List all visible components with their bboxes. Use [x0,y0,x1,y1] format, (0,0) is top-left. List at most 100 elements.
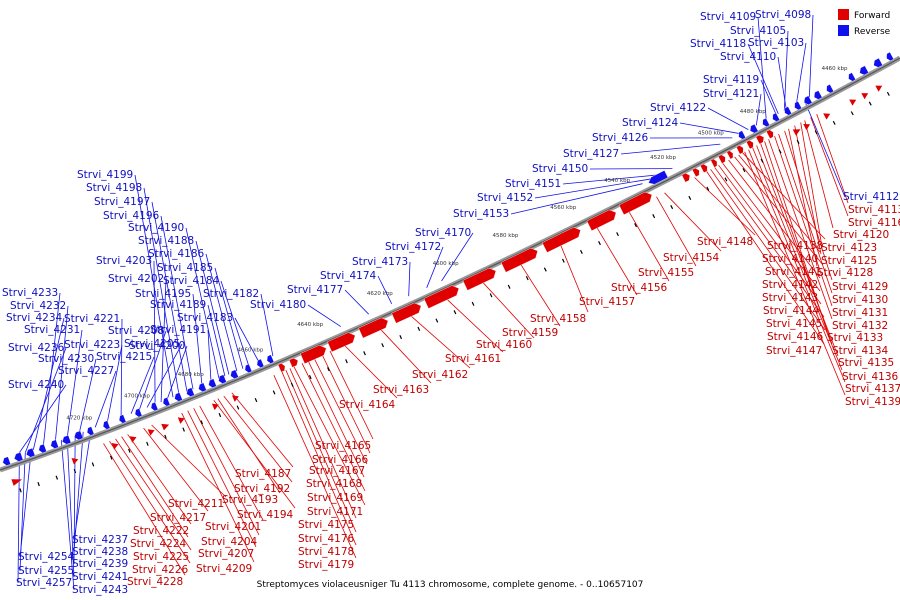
scale-mark [688,195,692,200]
forward-leader-line [752,147,843,371]
forward-gene-label: Strvi_4225 [133,551,189,563]
reverse-gene-label: Strvi_4103 [748,37,804,49]
scale-mark [814,130,818,135]
forward-gene-label: Strvi_4143 [762,292,818,304]
legend: Forward Reverse [838,9,891,37]
forward-gene-label: Strvi_4132 [832,320,888,332]
reverse-gene [738,130,746,140]
forward-gene-label: Strvi_4158 [530,313,586,325]
forward-gene-label: Strvi_4226 [132,564,189,576]
forward-leader-line [313,357,368,465]
scale-mark [254,397,258,403]
reverse-gene-label: Strvi_4197 [94,196,150,208]
reverse-leader-line [19,450,32,558]
reverse-gene [848,72,856,82]
reverse-gene [102,420,111,430]
forward-gene-label: Strvi_4160 [476,339,532,351]
reverse-gene [784,106,792,116]
scale-mark [670,205,674,210]
reverse-gene-label: Strvi_4151 [505,178,561,190]
forward-leader-line [768,139,833,320]
reverse-gene-label: Strvi_4255 [18,565,74,577]
reverse-leader-line [307,304,342,327]
forward-leader-line [748,149,846,383]
reverse-gene-label: Strvi_4174 [320,270,377,282]
reverse-leader-line [66,437,75,578]
forward-gene-label: Strvi_4161 [445,353,501,365]
scale-mark [236,405,240,410]
reverse-leader-line [344,289,369,315]
reverse-gene-label: Strvi_4153 [453,208,509,220]
forward-gene-label: Strvi_4222 [133,525,189,537]
reverse-gene [859,65,869,76]
forward-leader-line [293,366,366,506]
forward-leader-line [596,226,638,296]
forward-gene [586,209,617,232]
forward-leader-line [281,371,357,546]
forward-leader-line [784,130,833,281]
forward-gene-label: Strvi_4164 [339,399,396,411]
scale-mark [128,448,131,453]
forward-leader-line [519,263,561,327]
forward-gene [849,99,857,106]
forward-leader-line [734,156,824,266]
forward-gene-label: Strvi_4204 [201,536,258,548]
tick-label: 4600 kbp [433,261,459,267]
reverse-gene-label: Strvi_4191 [150,324,206,336]
forward-gene-label: Strvi_4228 [127,576,183,588]
scale-mark [399,334,403,340]
forward-gene [755,134,765,145]
forward-gene [746,139,754,150]
forward-gene-label: Strvi_4165 [315,440,371,452]
reverse-gene [38,443,47,454]
forward-leader-line [656,196,697,267]
forward-leader-line [728,159,821,279]
reverse-leader-line [130,356,155,414]
forward-leader-line [482,281,535,339]
reverse-gene [826,84,834,94]
chromosome-backbone-core [0,57,900,471]
tick-label: 4560 kbp [550,205,576,211]
forward-gene [766,129,774,139]
scale-mark [37,482,40,487]
forward-gene [177,417,185,424]
reverse-gene-label: Strvi_4177 [287,284,343,296]
reverse-gene [218,374,227,384]
legend-forward-label: Forward [854,11,890,21]
reverse-gene [150,401,159,412]
reverse-gene-label: Strvi_4152 [477,192,533,204]
forward-leader-line [193,408,260,536]
forward-gene-label: Strvi_4144 [763,305,820,317]
forward-leader-line [706,171,825,345]
forward-gene-label: Strvi_4123 [821,242,877,254]
scale-mark [272,390,276,395]
forward-gene-label: Strvi_4116 [848,217,900,229]
tick-label: 4620 kbp [367,291,393,297]
reverse-gene-label: Strvi_4236 [8,342,65,354]
scale-mark [164,434,167,439]
forward-gene [823,113,831,120]
scale-mark [363,351,366,356]
reverse-leader-line [195,240,230,375]
scale-mark [290,382,294,387]
scale-mark [182,427,185,432]
reverse-gene-label: Strvi_4122 [650,102,706,114]
reverse-leader-line [73,428,92,541]
forward-gene-label: Strvi_4141 [765,266,821,278]
forward-gene-label: Strvi_4133 [827,332,883,344]
forward-leader-line [151,424,227,498]
forward-leader-line [804,120,834,229]
forward-gene-label: Strvi_4162 [412,369,468,381]
forward-leader-line [307,360,365,478]
reverse-gene-label: Strvi_4172 [385,241,441,253]
forward-gene-label: Strvi_4113 [848,204,900,216]
tick-label: 4500 kbp [698,131,724,137]
reverse-leader-line [760,79,777,116]
reverse-gene-label: Strvi_4238 [72,546,128,558]
reverse-gene-label: Strvi_4232 [10,300,66,312]
reverse-gene [648,170,669,185]
forward-gene-label: Strvi_4137 [845,383,900,395]
reverse-leader-line [377,275,393,304]
scale-mark [886,91,890,96]
forward-leader-line [409,314,471,369]
